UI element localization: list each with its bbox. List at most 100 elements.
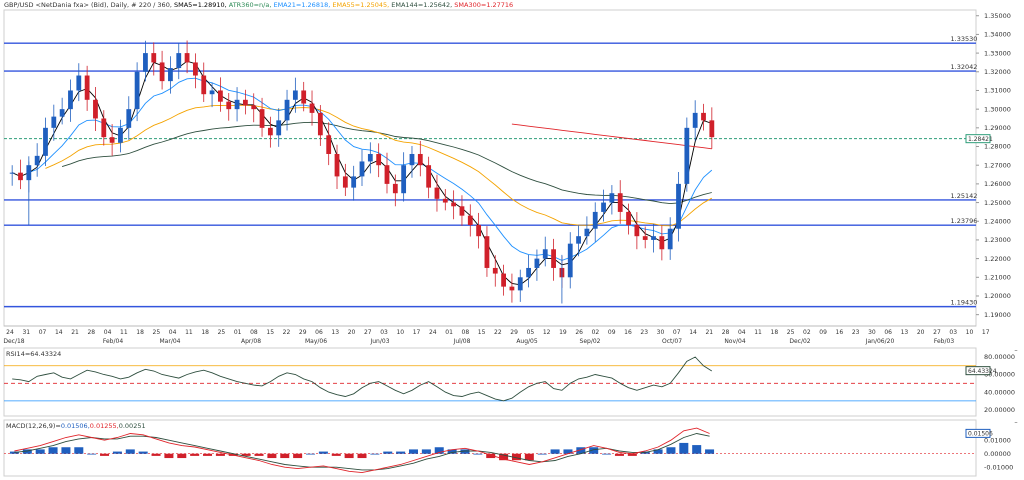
macd-minimize-icon[interactable]: – xyxy=(1014,418,1017,426)
candle-body xyxy=(84,75,90,100)
candle-body xyxy=(676,183,681,229)
candle-body xyxy=(542,249,548,259)
macd-histogram-bar xyxy=(679,442,689,454)
rsi-current-box xyxy=(965,366,991,376)
price-plot-area[interactable] xyxy=(3,9,977,327)
rsi-y-tick-label: 80.00000 xyxy=(984,353,1015,361)
price-y-tick-label: 1.24000 xyxy=(984,217,1011,225)
macd-histogram-bar xyxy=(100,453,110,456)
rsi-panel[interactable]: RSI14=64.43324 80.00000 60.00000 40.00000 2… xyxy=(3,346,1018,417)
candle-body xyxy=(367,153,373,162)
x-tick-label: 18 xyxy=(136,329,144,336)
x-month-label: Dec/18 xyxy=(3,338,24,345)
rsi-y-tick-label: 60.00000 xyxy=(984,371,1015,379)
macd-title-part-2: 0.01255, xyxy=(90,422,119,430)
candle-body xyxy=(284,99,290,121)
macd-title-part-0: MACD(12,26,9)= xyxy=(6,422,61,430)
x-month-label: Sep/02 xyxy=(580,338,601,345)
candle-body xyxy=(201,75,207,95)
x-month-label: Jun/03 xyxy=(369,338,389,345)
x-tick-label: 30 xyxy=(868,329,876,336)
macd-histogram-bar xyxy=(138,451,148,454)
macd-histogram-bar xyxy=(383,451,393,454)
macd-plot-area[interactable] xyxy=(3,419,977,477)
candle-body xyxy=(351,176,357,188)
candle-body xyxy=(609,193,615,203)
macd-histogram-bar xyxy=(306,453,316,455)
macd-histogram-bar xyxy=(87,453,97,455)
candle-body xyxy=(251,105,257,110)
candle-body xyxy=(534,258,540,268)
macd-histogram-bar xyxy=(344,453,354,459)
x-month-label: Apr/08 xyxy=(241,338,261,345)
x-tick-label: 20 xyxy=(917,329,925,336)
rsi-lines xyxy=(4,356,976,402)
macd-histogram-bar xyxy=(267,453,277,459)
candle-body xyxy=(576,236,581,244)
x-tick-label: 29 xyxy=(510,329,518,336)
x-month-label: Feb/03 xyxy=(934,338,954,345)
candle-body xyxy=(184,53,190,63)
rsi-plot-area[interactable] xyxy=(3,347,977,417)
rsi-y-axis: 80.00000 60.00000 40.00000 20.00000 64.43324 xyxy=(965,353,1015,414)
x-tick-label: 23 xyxy=(852,329,860,336)
candle-body xyxy=(309,103,315,113)
x-tick-label: 16 xyxy=(624,329,632,336)
header-legend-text: GBP/USD <NetDania fxa> (Bid), Daily, # 2… xyxy=(4,1,513,9)
macd-histogram-bar xyxy=(48,447,58,454)
candle-body xyxy=(276,120,282,136)
macd-y-tick-label: 0.00000 xyxy=(984,450,1011,458)
current-price-box xyxy=(965,134,991,144)
macd-histogram-bar xyxy=(602,453,612,455)
price-y-tick-label: 1.25000 xyxy=(984,199,1011,207)
x-tick-label: 03 xyxy=(949,329,957,336)
candle-body xyxy=(359,161,365,177)
candle-body xyxy=(501,273,506,287)
macd-histogram-bar xyxy=(74,447,84,454)
candle-body xyxy=(301,90,307,104)
candle-body xyxy=(143,53,148,72)
x-tick-label: 16 xyxy=(836,329,844,336)
rsi-line xyxy=(12,356,713,402)
x-tick-label: 01 xyxy=(445,329,453,336)
x-tick-label: 26 xyxy=(575,329,583,336)
candle-body xyxy=(459,206,465,216)
macd-panel[interactable]: MACD(12,26,9)=0.01506,0.01255,0.00251 0.… xyxy=(3,418,1018,477)
macd-histogram-bar xyxy=(215,453,225,456)
ema55-line xyxy=(45,104,713,227)
rsi-y-tick-label: 40.00000 xyxy=(984,388,1015,396)
x-tick-label: 25 xyxy=(787,329,795,336)
x-tick-label: 19 xyxy=(559,329,567,336)
candle-body xyxy=(68,90,73,110)
x-tick-label: 29 xyxy=(299,329,307,336)
candle-body xyxy=(684,127,690,184)
horizontal-lines[interactable]: 1.33530 1.32042 1.25142 1.23796 1.19430 xyxy=(4,35,978,308)
candle-body xyxy=(342,176,348,188)
macd-histogram-bar xyxy=(203,453,213,456)
macd-histogram-bar xyxy=(293,453,303,459)
candle-body xyxy=(168,68,173,82)
candle-body xyxy=(409,153,415,166)
rsi-minimize-icon[interactable]: – xyxy=(1014,346,1017,354)
x-tick-label: 12 xyxy=(543,329,551,336)
x-tick-label: 20 xyxy=(348,329,356,336)
macd-histogram-bar xyxy=(421,449,431,454)
header-indicator-3: EMA55=1.25045, xyxy=(332,1,391,9)
candle-body xyxy=(476,224,482,237)
x-tick-label: 10 xyxy=(966,329,974,336)
x-tick-label: 15 xyxy=(266,329,274,336)
macd-histogram-bar xyxy=(563,449,573,454)
candle-body xyxy=(334,153,340,177)
candle-body xyxy=(118,127,123,143)
x-tick-label: 24 xyxy=(429,329,437,336)
macd-histogram-bar xyxy=(705,449,715,454)
price-panel[interactable]: 1.33530 1.32042 1.25142 1.23796 1.19430 1.35… xyxy=(3,9,1011,327)
macd-histogram-bar xyxy=(473,453,483,455)
macd-histogram-bar xyxy=(177,453,187,459)
candle-body xyxy=(659,236,665,250)
x-tick-label: 04 xyxy=(738,329,746,336)
candle-body xyxy=(267,127,273,136)
x-tick-label: 27 xyxy=(933,329,941,336)
horizontal-line-label: 1.19430 xyxy=(951,299,978,307)
